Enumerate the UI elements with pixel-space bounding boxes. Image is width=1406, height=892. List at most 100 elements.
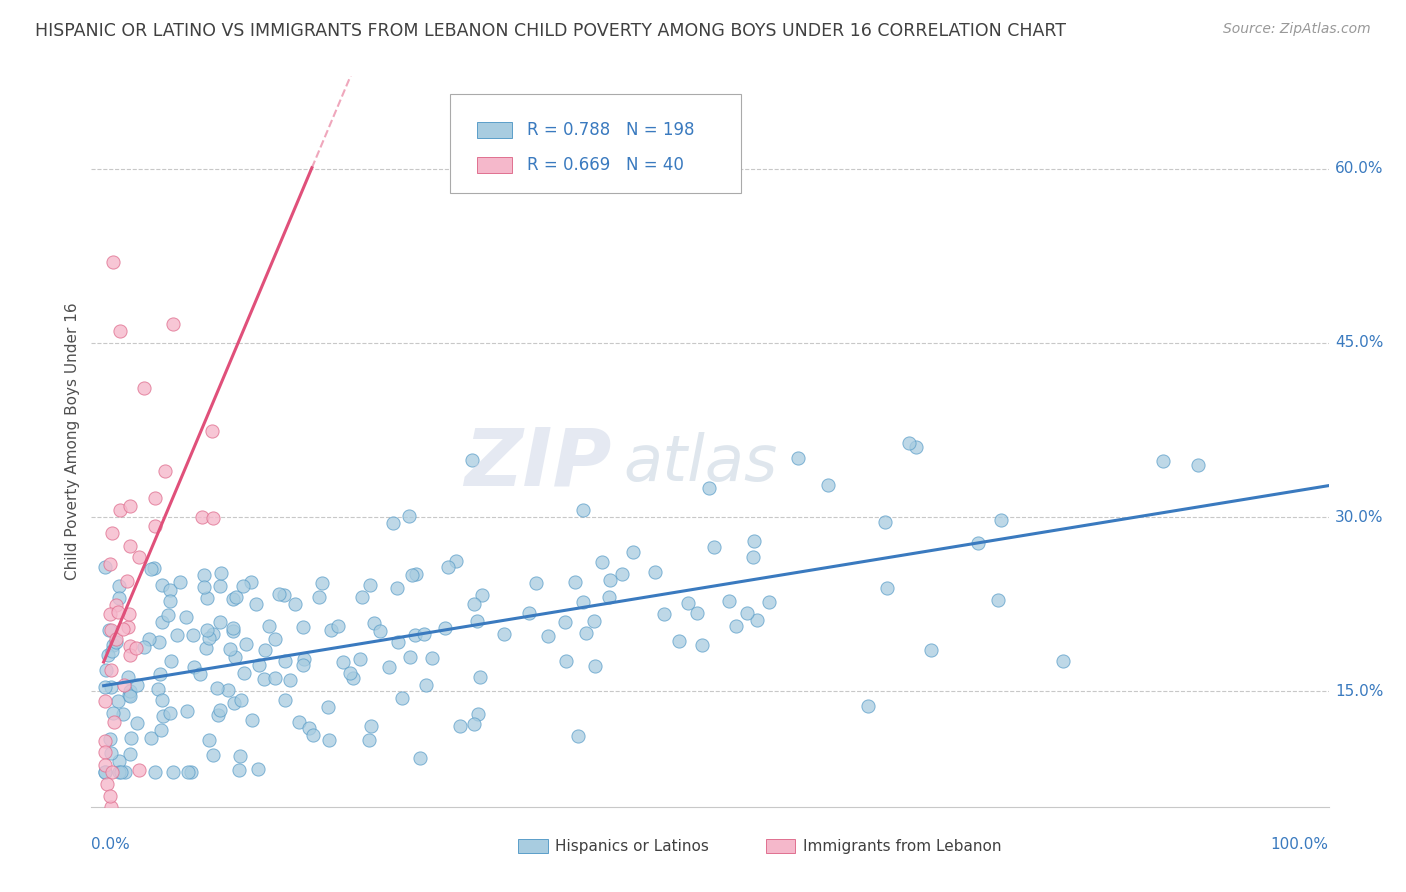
Point: [101, 765, 124, 780]
Point: [108, 324, 131, 338]
Point: [555, 655, 578, 669]
Point: [101, 706, 124, 720]
Text: 0.0%: 0.0%: [91, 837, 131, 852]
Point: [96, 777, 118, 791]
Point: [225, 590, 247, 604]
Point: [377, 660, 399, 674]
Point: [166, 628, 188, 642]
Point: [717, 593, 740, 607]
Point: [112, 706, 135, 721]
Point: [177, 765, 200, 780]
Point: [120, 500, 142, 514]
Point: [1187, 458, 1209, 472]
Point: [118, 648, 141, 662]
Point: [875, 516, 897, 530]
Point: [195, 591, 218, 606]
Point: [668, 634, 690, 648]
Point: [197, 631, 219, 645]
Point: [725, 619, 748, 633]
Point: [470, 670, 492, 684]
Point: [318, 732, 340, 747]
Point: [391, 690, 413, 705]
Point: [128, 549, 150, 564]
FancyBboxPatch shape: [478, 122, 512, 138]
Point: [311, 575, 333, 590]
Point: [94, 733, 117, 747]
Point: [101, 525, 124, 540]
Point: [114, 765, 136, 780]
Point: [904, 440, 927, 454]
Point: [118, 747, 141, 762]
Point: [96, 663, 118, 677]
Point: [463, 716, 485, 731]
Point: [572, 594, 595, 608]
Point: [987, 593, 1010, 607]
Point: [125, 715, 148, 730]
Point: [817, 478, 839, 492]
Point: [253, 643, 276, 657]
Point: [193, 580, 215, 594]
Point: [104, 635, 127, 649]
Point: [382, 516, 405, 530]
Point: [316, 699, 339, 714]
Point: [415, 678, 437, 692]
Point: [94, 745, 117, 759]
Point: [97, 648, 120, 663]
Point: [471, 588, 494, 602]
Point: [146, 682, 169, 697]
Point: [567, 730, 589, 744]
Point: [98, 731, 121, 746]
Point: [94, 765, 117, 780]
Point: [598, 590, 620, 604]
Point: [1052, 654, 1074, 668]
Point: [100, 607, 122, 621]
Point: [107, 765, 129, 780]
Point: [582, 614, 605, 628]
Point: [108, 502, 131, 516]
Point: [107, 605, 129, 619]
Text: Immigrants from Lebanon: Immigrants from Lebanon: [803, 838, 1001, 854]
Point: [142, 560, 165, 574]
Point: [240, 713, 263, 727]
Point: [159, 706, 181, 720]
Text: Source: ZipAtlas.com: Source: ZipAtlas.com: [1223, 22, 1371, 37]
Point: [463, 597, 485, 611]
Point: [94, 694, 117, 708]
Point: [181, 627, 204, 641]
Point: [267, 587, 290, 601]
Text: HISPANIC OR LATINO VS IMMIGRANTS FROM LEBANON CHILD POVERTY AMONG BOYS UNDER 16 : HISPANIC OR LATINO VS IMMIGRANTS FROM LE…: [35, 22, 1066, 40]
Point: [920, 642, 942, 657]
Point: [222, 624, 245, 639]
Point: [100, 623, 122, 637]
Point: [141, 562, 163, 576]
Point: [461, 452, 484, 467]
Point: [169, 574, 191, 589]
Point: [273, 588, 295, 602]
Point: [644, 565, 666, 579]
Point: [273, 654, 295, 668]
Point: [292, 658, 315, 673]
Point: [967, 535, 990, 549]
Point: [159, 593, 181, 607]
Point: [526, 575, 548, 590]
Point: [467, 706, 489, 721]
Point: [350, 590, 373, 604]
Point: [444, 554, 467, 568]
Point: [176, 704, 198, 718]
Point: [200, 424, 222, 438]
Point: [117, 670, 139, 684]
FancyBboxPatch shape: [450, 95, 741, 193]
FancyBboxPatch shape: [766, 839, 796, 853]
Point: [224, 649, 246, 664]
Point: [198, 732, 221, 747]
Point: [240, 574, 263, 589]
Point: [134, 381, 156, 395]
Text: R = 0.669   N = 40: R = 0.669 N = 40: [527, 156, 683, 174]
Point: [360, 719, 382, 733]
Point: [326, 619, 349, 633]
Point: [368, 624, 391, 639]
Point: [103, 714, 125, 729]
Point: [228, 763, 250, 777]
Point: [231, 693, 253, 707]
Text: R = 0.788   N = 198: R = 0.788 N = 198: [527, 121, 695, 139]
